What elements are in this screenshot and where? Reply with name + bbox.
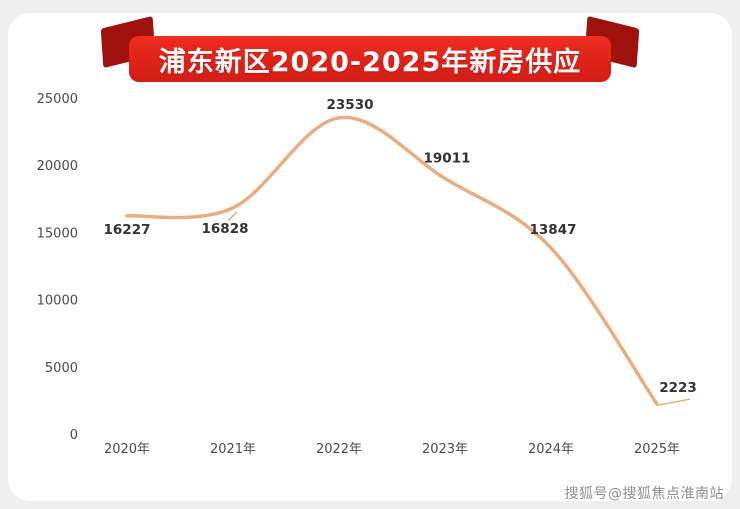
data-point-label: 13847 [530,222,577,238]
y-axis-tick-label: 10000 [37,294,78,309]
data-point-label: 23530 [327,97,374,113]
y-axis-tick-label: 25000 [37,92,78,107]
x-axis-tick-label: 2021年 [210,442,256,457]
x-axis-tick-label: 2024年 [528,442,574,457]
data-label-leader-line [227,211,238,222]
x-axis-tick-label: 2023年 [422,442,468,457]
data-point-label: 16828 [202,221,249,237]
y-axis-tick-label: 0 [70,428,78,443]
data-point-label: 19011 [424,151,471,167]
supply-line-series [125,115,659,406]
data-label-leader-line [657,398,691,406]
x-axis-tick-label: 2025年 [634,442,680,457]
watermark: 搜狐号@搜狐焦点淮南站 [564,486,724,502]
x-axis-tick-label: 2020年 [104,442,150,457]
data-point-label: 16227 [104,222,151,238]
x-axis-tick-label: 2022年 [316,442,362,457]
y-axis-tick-label: 5000 [45,361,78,376]
y-axis-tick-label: 15000 [37,226,78,241]
y-axis-tick-label: 20000 [37,159,78,174]
chart-title: 浦东新区2020-2025年新房供应 [129,36,611,82]
data-point-label: 2223 [659,380,697,396]
title-ribbon: 浦东新区2020-2025年新房供应 [100,15,640,82]
chart-card: 浦东新区2020-2025年新房供应 [8,13,732,501]
